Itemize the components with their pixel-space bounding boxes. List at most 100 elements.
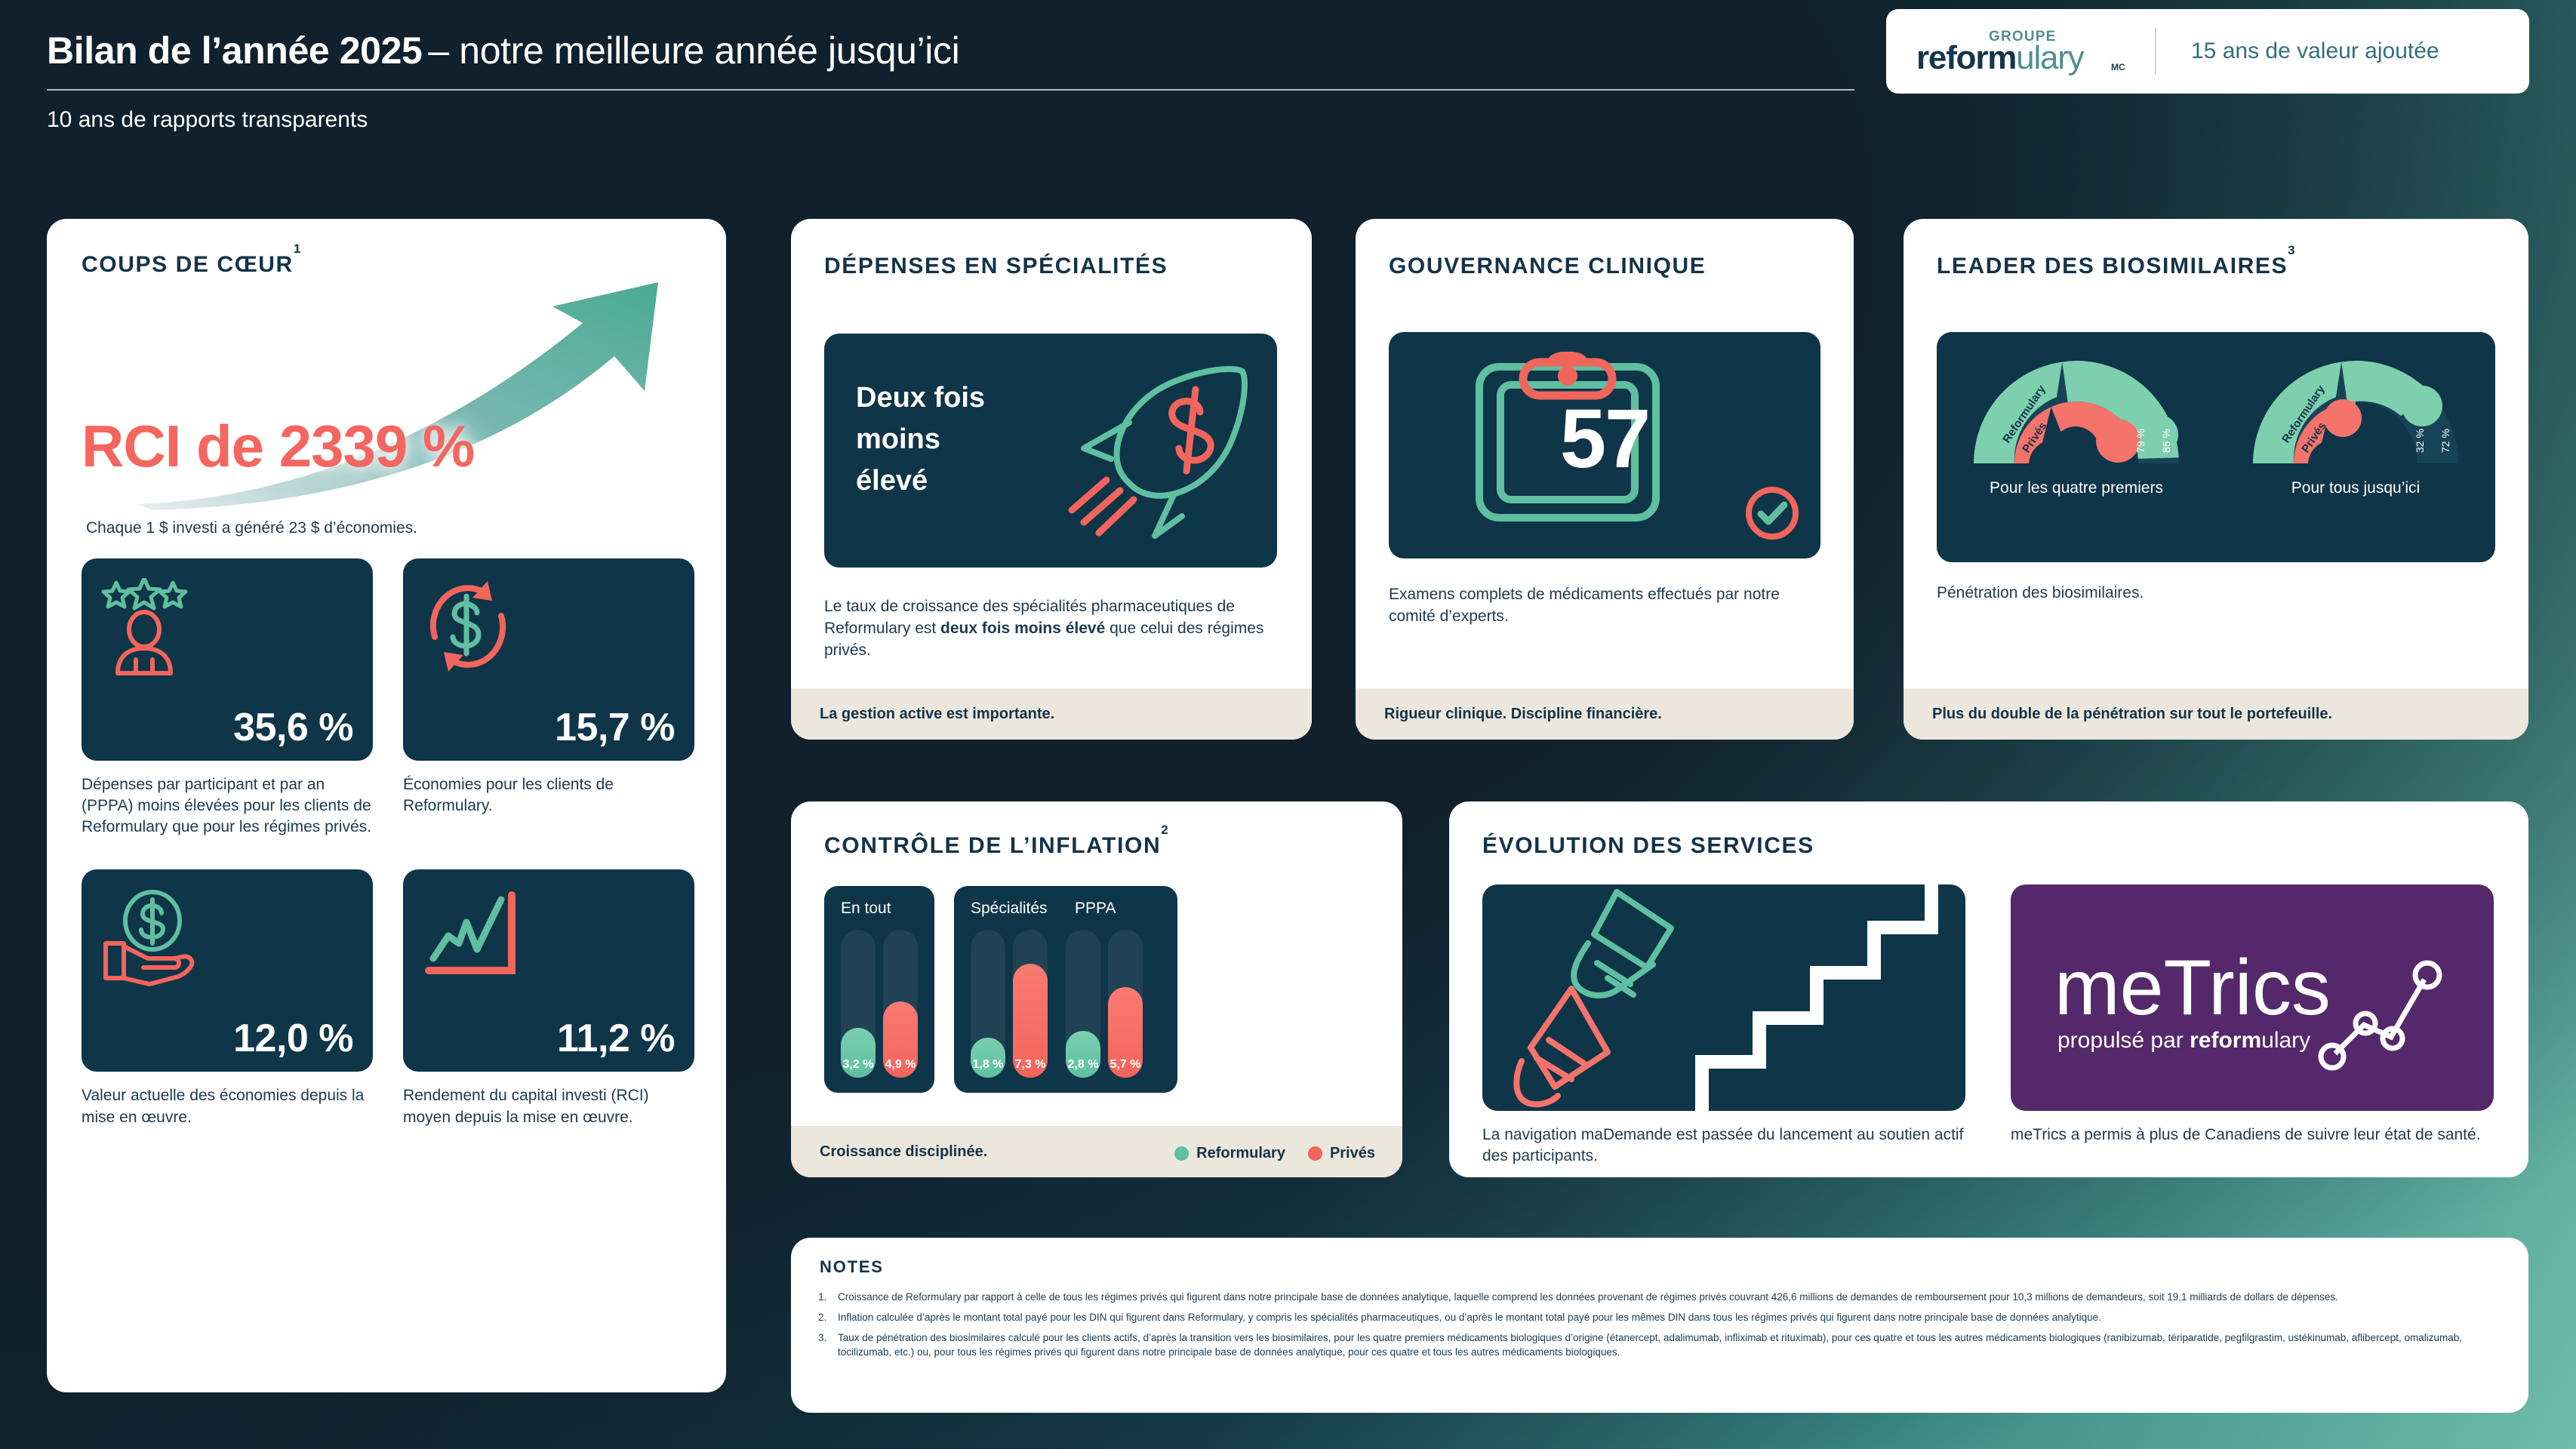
card-depenses-title: DÉPENSES EN SPÉCIALITÉS [824, 254, 1168, 278]
note-number: 3. [818, 1332, 827, 1344]
inflation-footer-text: Croissance disciplinée. [820, 1143, 988, 1160]
depenses-headline-l1: Deux fois [856, 382, 986, 414]
stat-caption-economies: Économies pour les clients de Reformular… [403, 776, 614, 815]
notes-list: 1. Croissance de Reformulary par rapport… [818, 1291, 2509, 1366]
metrics-caption: meTrics a permis à plus de Canadiens de … [2011, 1126, 2481, 1143]
stat-tile-valeur-actuelle: 12,0 % [82, 869, 373, 1072]
logo-divider [2155, 28, 2156, 75]
logo-wordmark: reformulary [1916, 39, 2085, 77]
card-inflation-title: CONTRÔLE DE L’INFLATION2 [824, 823, 1169, 859]
roi-hero: RCI de 2339 % [47, 272, 726, 521]
card-gouvernance-clinique: GOUVERNANCE CLINIQUE 57 Examens complets… [1356, 219, 1854, 740]
note-text: Taux de pénétration des biosimilaires ca… [838, 1332, 2463, 1358]
card-coups-de-coeur: COUPS DE CŒUR1 RCI de 2339 % Chaque 1 $ … [47, 219, 726, 1392]
bar-fill-reformulary: 1,8 % [971, 1038, 1005, 1078]
bar-pair-pppa: 2,8 % 5,7 % [1066, 930, 1143, 1078]
legend-label-reformulary: Reformulary [1196, 1145, 1285, 1161]
card-biosimilaires-title: LEADER DES BIOSIMILAIRES3 [1937, 243, 2296, 279]
brand-logo-pill: GROUPE reformulary MC 15 ans de valeur a… [1886, 9, 2529, 94]
stat-value-valeur-actuelle: 12,0 % [233, 1017, 353, 1061]
gouvernance-panel: 57 [1389, 332, 1820, 558]
gouvernance-footer-text: Rigueur clinique. Discipline financière. [1384, 705, 1662, 722]
clipboard-icon [1476, 352, 1660, 521]
bar-pair-en-tout: 3,2 % 4,9 % [841, 930, 918, 1078]
inflation-cat-specialites: Spécialités [971, 900, 1048, 917]
gauge2-inner-value: 32 % [2414, 429, 2426, 453]
inflation-group2-headers: Spécialités PPPA [971, 900, 1161, 918]
logo-tagline: 15 ans de valeur ajoutée [2191, 38, 2439, 63]
gauge-tous-jusqu-ici: Reformulary Privés 32 % 72 % Pour tous j… [2231, 344, 2480, 497]
notes-card: NOTES 1. Croissance de Reformulary par r… [791, 1238, 2528, 1413]
person-stars-icon [101, 576, 188, 675]
card-inflation-title-text: CONTRÔLE DE L’INFLATION [824, 833, 1162, 858]
note-number: 1. [818, 1291, 827, 1303]
bar-col-prives-en-tout: 4,9 % [883, 930, 918, 1078]
evolution-col-mademande: La navigation maDemande est passée du la… [1482, 884, 1965, 1167]
depenses-footer-bar: La gestion active est importante. [791, 688, 1312, 740]
gauge1-outer-value: 86 % [2160, 429, 2172, 453]
inflation-group-en-tout: En tout 3,2 % 4,9 % [824, 886, 934, 1093]
depenses-headline-l2: moins [856, 423, 940, 456]
gouvernance-description: Examens complets de médicaments effectué… [1389, 586, 1780, 625]
gauge-chart-icon: Reformulary Privés 32 % 72 % [2253, 360, 2458, 463]
inflation-cat-pppa: PPPA [1075, 900, 1116, 917]
stat-tile-rci: 11,2 % [403, 869, 694, 1072]
note-item: 2. Inflation calculée d’après le montant… [818, 1311, 2509, 1324]
bar-label-prives-specialites: 7,3 % [1014, 1058, 1046, 1071]
gauge1-label: Pour les quatre premiers [1990, 479, 2163, 497]
depenses-headline-l3: élevé [856, 465, 928, 497]
note-item: 1. Croissance de Reformulary par rapport… [818, 1291, 2509, 1304]
rocket-dollar-icon [1068, 366, 1248, 539]
stat-tile-pppa: 35,6 % [82, 558, 373, 761]
bar-fill-prives: 5,7 % [1108, 987, 1143, 1078]
page-header: Bilan de l’année 2025 – notre meilleure … [47, 29, 1858, 133]
bar-label-prives-pppa: 5,7 % [1109, 1058, 1141, 1071]
note-text: Croissance de Reformulary par rapport à … [838, 1291, 2338, 1303]
depenses-panel: Deux fois moins élevé [824, 334, 1277, 568]
stat-tile-row-top: 35,6 % Dépenses par participant et par a… [82, 558, 694, 838]
reformulary-logo: GROUPE reformulary MC [1916, 24, 2125, 78]
gauge-quatre-premiers: Reformulary Privés 79 % 86 % Pour les qu… [1952, 344, 2201, 497]
stat-value-pppa: 35,6 % [233, 706, 353, 749]
card-leader-biosimilaires: LEADER DES BIOSIMILAIRES3 Reformulary Pr… [1904, 219, 2528, 740]
bar-label-prives-en-tout: 4,9 % [885, 1058, 916, 1071]
mademande-caption: La navigation maDemande est passée du la… [1482, 1126, 1964, 1165]
stat-tile-economies: 15,7 % [403, 558, 694, 761]
stat-tile-col-2: 15,7 % Économies pour les clients de Ref… [403, 558, 694, 838]
trend-nodes-icon [2318, 960, 2442, 1071]
hand-coin-icon [103, 890, 195, 987]
stat-value-economies: 15,7 % [555, 706, 675, 749]
card-gouvernance-title: GOUVERNANCE CLINIQUE [1389, 254, 1707, 278]
bar-label-reformulary-specialites: 1,8 % [972, 1058, 1004, 1071]
inflation-group-specialites-pppa: Spécialités PPPA 1,8 % 7,3 % [954, 886, 1177, 1093]
bar-fill-reformulary: 3,2 % [841, 1028, 876, 1078]
biosimilaires-description: Pénétration des biosimilaires. [1937, 584, 2144, 601]
stat-caption-pppa: Dépenses par participant et par an (PPPA… [82, 776, 371, 836]
card-biosimilaires-title-text: LEADER DES BIOSIMILAIRES [1937, 254, 2288, 278]
gauge-group: Reformulary Privés 79 % 86 % Pour les qu… [1937, 332, 2495, 497]
card-controle-inflation: CONTRÔLE DE L’INFLATION2 En tout 3,2 % 4… [791, 801, 1402, 1177]
gauge2-outer-value: 72 % [2439, 429, 2451, 453]
page-title-light: – notre meilleure année jusqu’ici [428, 29, 960, 72]
biosimilaires-footer-text: Plus du double de la pénétration sur tou… [1932, 705, 2333, 722]
stat-caption-rci: Rendement du capital investi (RCI) moyen… [403, 1087, 649, 1126]
inflation-chart: En tout 3,2 % 4,9 % Spécialités P [824, 886, 1177, 1093]
inflation-group2-bars: 1,8 % 7,3 % 2,8 % 5,7 % [971, 930, 1161, 1078]
legend-item-prives: Privés [1307, 1145, 1375, 1162]
growth-chart-icon [425, 891, 516, 975]
mademande-panel [1482, 884, 1965, 1111]
logo-word-dark: reform [1916, 39, 2017, 76]
card-coups-title: COUPS DE CŒUR1 [82, 242, 302, 278]
page-title: Bilan de l’année 2025 – notre meilleure … [47, 29, 1858, 72]
handshake-stairs-icon [1513, 884, 1938, 1111]
card-coups-title-text: COUPS DE CŒUR [82, 252, 294, 277]
legend-item-reformulary: Reformulary [1174, 1145, 1285, 1162]
bar-col-reformulary-en-tout: 3,2 % [841, 930, 876, 1078]
bar-pair-specialites: 1,8 % 7,3 % [971, 930, 1048, 1078]
depenses-headline: Deux fois moins élevé [856, 377, 985, 502]
inflation-group1-headers: En tout [841, 900, 918, 918]
depenses-desc-part-c: que celui des régimes privés. [824, 619, 1264, 659]
stat-tile-col-4: 11,2 % Rendement du capital investi (RCI… [403, 869, 694, 1128]
note-item: 3. Taux de pénétration des biosimilaires… [818, 1331, 2509, 1358]
logo-word-light: ulary [2016, 39, 2085, 76]
